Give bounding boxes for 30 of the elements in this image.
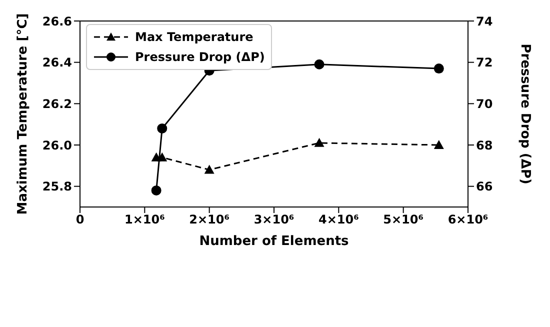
point xyxy=(314,138,324,147)
y-tick-label: 26.6 xyxy=(42,14,72,28)
y2-tick-label: 70 xyxy=(476,96,493,111)
x-tick-label: 1×10⁶ xyxy=(124,212,165,227)
y-axis-title: Maximum Temperature [°C] xyxy=(16,13,31,215)
y-tick-label: 26.2 xyxy=(42,96,72,111)
x-tick-label: 2×10⁶ xyxy=(189,212,230,227)
x-axis-title: Number of Elements xyxy=(199,234,350,249)
y2-tick-label: 72 xyxy=(476,56,493,70)
x-tick-label: 3×10⁶ xyxy=(254,212,294,227)
point xyxy=(434,140,444,149)
y2-tick-label: 66 xyxy=(476,180,493,194)
y-tick-label: 26.4 xyxy=(42,56,72,70)
legend-label: Pressure Drop (ΔP) xyxy=(135,50,265,64)
x-tick-label: 4×10⁶ xyxy=(318,212,359,227)
x-tick-label: 6×10⁶ xyxy=(448,212,488,227)
point xyxy=(151,185,162,196)
x-tick-label: 0 xyxy=(76,212,84,227)
point xyxy=(157,123,168,134)
point xyxy=(204,164,214,174)
y2-tick-label: 68 xyxy=(476,138,493,152)
y2-axis-title: Pressure Drop (ΔP) xyxy=(517,44,532,184)
y2-tick-label: 74 xyxy=(476,14,493,28)
point xyxy=(434,64,444,74)
y-tick-label: 26.0 xyxy=(42,138,72,152)
point xyxy=(157,152,168,162)
y-tick-label: 25.8 xyxy=(42,180,72,194)
point xyxy=(314,59,324,70)
legend-label: Max Temperature xyxy=(135,30,254,44)
x-tick-label: 5×10⁶ xyxy=(383,212,424,227)
